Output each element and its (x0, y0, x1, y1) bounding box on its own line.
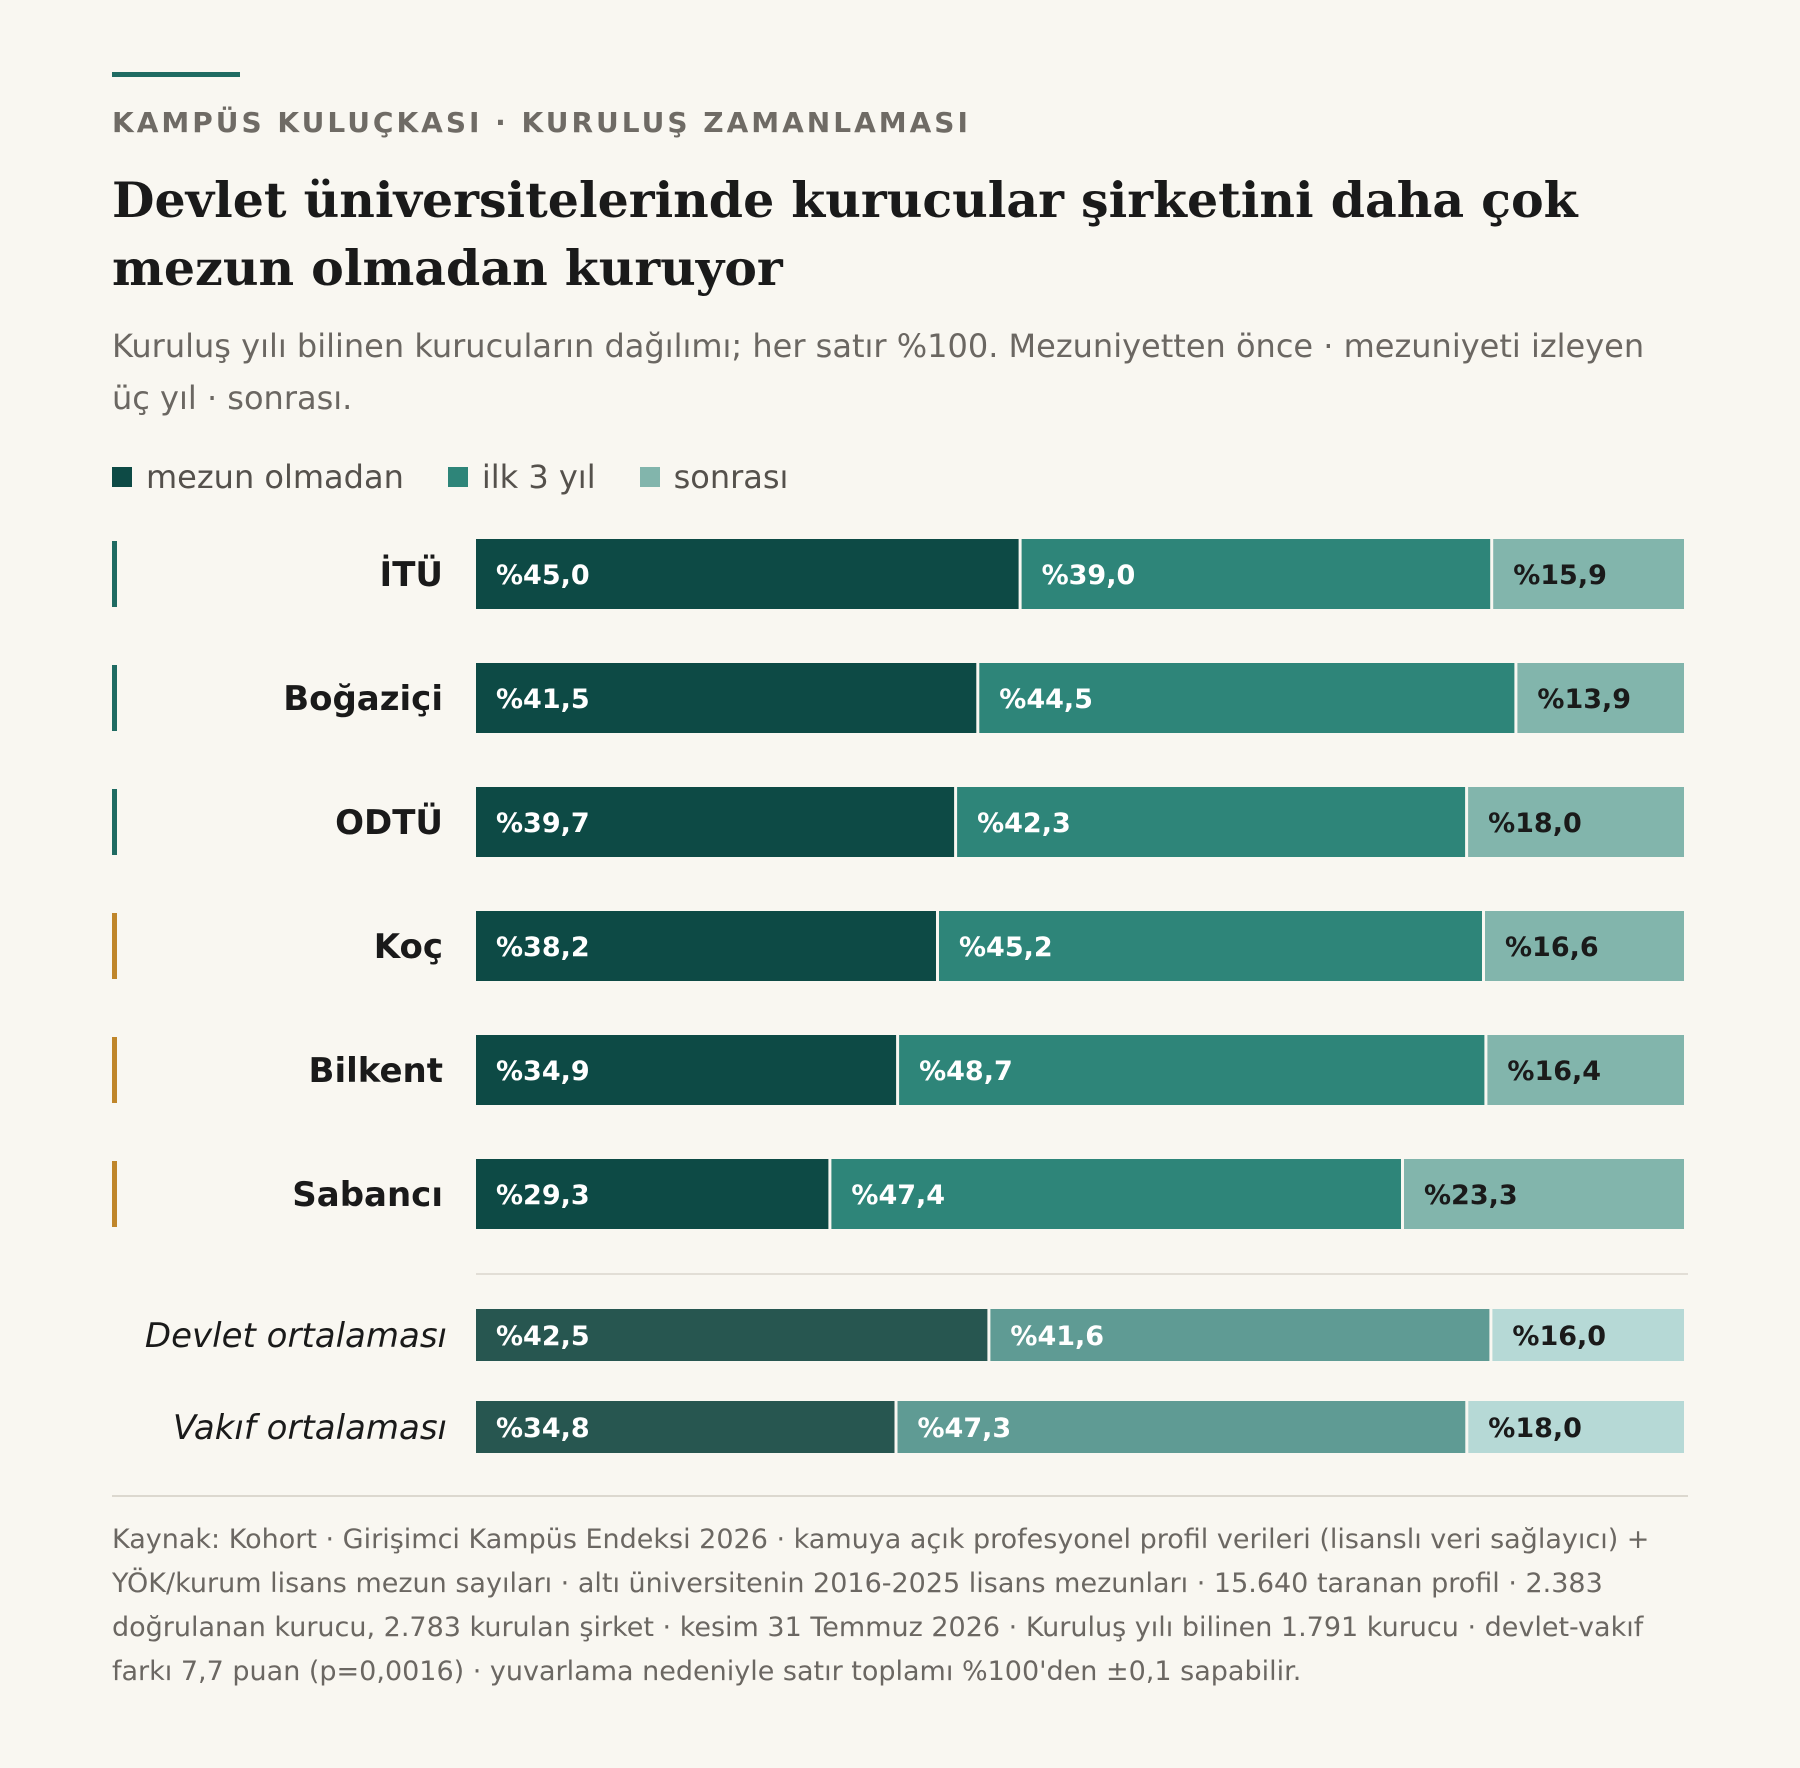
legend-item-first3: ilk 3 yıl (447, 458, 596, 496)
footer-divider (112, 1495, 1688, 1497)
average-row-1-value-label-1: %42,5 (496, 1321, 590, 1352)
bar-row-6-value-label-2: %47,4 (851, 1180, 945, 1211)
bar-row-3-group-marker (112, 789, 117, 855)
bar-row-3-segment-2 (957, 787, 1466, 857)
bar-row-6-segment-3 (1404, 1159, 1684, 1229)
average-row-2-segment-1 (476, 1401, 895, 1453)
bar-row-4-group-marker (112, 913, 117, 979)
bar-row-1-group-marker (112, 541, 117, 607)
bar-row-5-segment-3 (1487, 1035, 1684, 1105)
bar-row-2-segment-3 (1517, 663, 1684, 733)
bar-row-1-category-label: İTÜ (380, 554, 443, 595)
bar-row-3-category-label: ODTÜ (335, 802, 443, 843)
bar-row-1-segment-2 (1021, 539, 1491, 609)
bar-row-3-value-label-1: %39,7 (496, 808, 590, 839)
bar-row-6-value-label-1: %29,3 (496, 1180, 590, 1211)
bar-row-2-segment-1 (476, 663, 977, 733)
bar-row-4-value-label-1: %38,2 (496, 932, 590, 963)
average-row-2-segment-2 (897, 1401, 1466, 1453)
bar-row-3-value-label-2: %42,3 (977, 808, 1071, 839)
legend: mezun olmadan ilk 3 yıl sonrası (112, 455, 788, 499)
bar-row-5-value-label-2: %48,7 (919, 1056, 1013, 1087)
bar-row-5-segment-2 (899, 1035, 1485, 1105)
average-row-1-segment-1 (476, 1309, 988, 1361)
bar-row-4-category-label: Koç (374, 927, 443, 967)
bar-row-2-value-label-3: %13,9 (1537, 684, 1631, 715)
legend-item-after: sonrası (639, 458, 789, 496)
chart-subtitle: Kuruluş yılı bilinen kurucuların dağılım… (112, 327, 1645, 417)
chart-title: Devlet üniversitelerinde kurucular şirke… (112, 171, 1578, 297)
average-row-1-segment-2 (990, 1309, 1490, 1361)
bar-row-2-group-marker (112, 665, 117, 731)
average-row-1-segment-3 (1492, 1309, 1684, 1361)
bar-row-5-value-label-1: %34,9 (496, 1056, 590, 1087)
bar-row-2-value-label-2: %44,5 (999, 684, 1093, 715)
bar-row-3-segment-1 (476, 787, 955, 857)
bar-row-4-segment-3 (1485, 911, 1684, 981)
bar-row-5-segment-1 (476, 1035, 897, 1105)
average-row-2-segment-3 (1468, 1401, 1684, 1453)
bar-row-5-category-label: Bilkent (309, 1051, 443, 1091)
legend-swatch-after (639, 467, 660, 487)
average-row-2-value-label-1: %34,8 (496, 1413, 590, 1444)
bar-row-6-group-marker (112, 1161, 117, 1227)
legend-label-after: sonrası (673, 458, 789, 496)
accent-rule (112, 72, 240, 77)
bar-row-3-value-label-3: %18,0 (1488, 808, 1582, 839)
bar-row-4-segment-2 (939, 911, 1482, 981)
bar-row-1-value-label-2: %39,0 (1042, 560, 1136, 591)
kicker: KAMPÜS KULUÇKASI · KURULUŞ ZAMANLAMASI (112, 106, 971, 139)
legend-swatch-first3 (447, 467, 468, 487)
bar-row-4-segment-1 (476, 911, 936, 981)
legend-label-before: mezun olmadan (146, 458, 404, 496)
bar-row-1-segment-3 (1493, 539, 1684, 609)
bar-row-3-segment-3 (1468, 787, 1684, 857)
bar-row-1-value-label-1: %45,0 (496, 560, 590, 591)
averages-divider (476, 1273, 1688, 1275)
average-row-2-value-label-3: %18,0 (1488, 1413, 1582, 1444)
legend-label-first3: ilk 3 yıl (481, 458, 596, 496)
average-row-1-value-label-3: %16,0 (1512, 1321, 1606, 1352)
bar-row-2-segment-2 (979, 663, 1515, 733)
bar-row-5-group-marker (112, 1037, 117, 1103)
bar-row-2-value-label-1: %41,5 (496, 684, 590, 715)
bar-row-6-category-label: Sabancı (292, 1175, 443, 1215)
average-row-1-value-label-2: %41,6 (1010, 1321, 1104, 1352)
bar-row-6-value-label-3: %23,3 (1424, 1180, 1518, 1211)
source-note: Kaynak: Kohort · Girişimci Kampüs Endeks… (112, 1524, 1650, 1687)
bar-row-1-value-label-3: %15,9 (1513, 560, 1607, 591)
average-row-2-label: Vakıf ortalaması (173, 1408, 447, 1448)
bar-row-6-segment-2 (831, 1159, 1401, 1229)
legend-item-before: mezun olmadan (112, 458, 404, 496)
bar-row-5-value-label-3: %16,4 (1507, 1056, 1601, 1087)
average-row-2-value-label-2: %47,3 (918, 1413, 1012, 1444)
bar-row-2-category-label: Boğaziçi (283, 679, 443, 719)
bar-row-6-segment-1 (476, 1159, 829, 1229)
bar-row-4-value-label-2: %45,2 (959, 932, 1053, 963)
bar-row-4-value-label-3: %16,6 (1505, 932, 1599, 963)
average-row-1-label: Devlet ortalaması (145, 1316, 447, 1356)
bar-row-1-segment-1 (476, 539, 1019, 609)
legend-swatch-before (112, 467, 132, 487)
